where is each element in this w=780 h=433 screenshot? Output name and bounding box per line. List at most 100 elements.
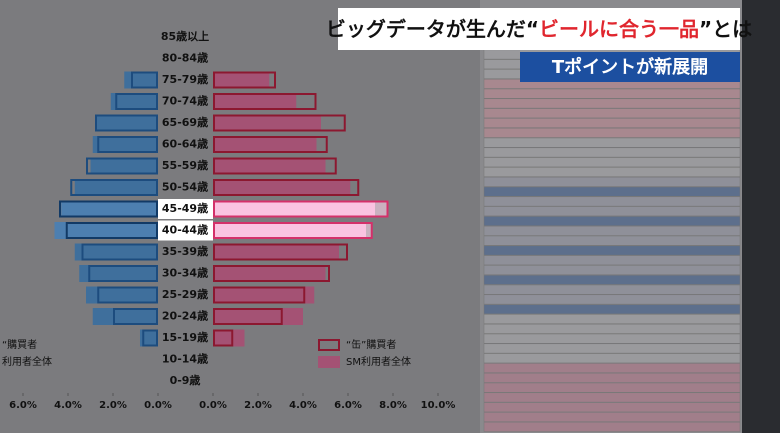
right-outline-bar [213,222,373,239]
table-row [483,402,741,413]
right-fill-bar [213,179,351,196]
x-tick-label: 4.0% [54,400,82,411]
table-row [483,333,741,344]
table-row [483,314,741,324]
table-row [483,196,741,207]
x-tick-label: 8.0% [379,400,407,411]
right-outline-bar [213,243,348,261]
table-row [483,323,741,334]
right-outline-bar [213,93,317,110]
table-row [483,382,741,393]
left-outline-bar [86,157,158,175]
category-label: 35-39歳 [162,244,208,258]
left-fill-bar [110,93,158,110]
category-label: 10-14歳 [162,352,208,366]
right-fill-bar [213,114,321,132]
left-outline-bar [65,222,158,239]
edge-strip [742,0,780,433]
left-fill-bar [90,157,158,175]
table-row [483,225,741,236]
left-fill-bar [54,222,158,239]
table-row [483,255,741,266]
legend-swatch [318,339,340,351]
x-tick-label: 2.0% [244,400,272,411]
left-fill-bar [86,286,158,304]
table-row [483,294,741,305]
right-fill-bar [213,157,326,175]
headline-emphasis: ビールに合う一品 [539,17,699,41]
subheadline: Tポイントが新展開 [552,56,708,78]
table-row [483,363,741,373]
table-row [483,157,741,168]
legend-label: “缶”購買者 [346,338,396,351]
category-label: 25-29歳 [162,287,208,301]
table-row [483,274,741,285]
legend-label: “購買者 [2,338,37,351]
legend-swatch [318,356,340,368]
category-label: 55-59歳 [162,158,208,172]
left-outline-bar [113,308,158,325]
category-label: 75-79歳 [162,72,208,86]
category-label: 15-19歳 [162,330,208,344]
legend-label: SM利用者全体 [346,355,411,368]
left-fill-bar [140,329,158,347]
left-fill-bar [74,243,158,261]
headline-box [338,8,740,50]
left-outline-bar [97,286,158,304]
table-row [483,265,741,275]
left-outline-bar [131,71,158,89]
right-fill-bar [213,329,245,347]
x-tick-label: 6.0% [9,400,37,411]
table-row [483,412,741,422]
left-outline-bar [95,114,158,132]
left-outline-bar [97,136,158,153]
left-fill-bar [79,265,158,282]
right-outline-bar [213,286,306,304]
category-label: 30-34歳 [162,266,208,280]
category-label: 70-74歳 [162,94,208,108]
category-label: 65-69歳 [162,115,208,129]
right-outline-bar [213,200,389,218]
table-row [483,176,741,187]
category-label: 20-24歳 [162,309,208,323]
table-row [483,372,741,383]
category-label: 0-9歳 [170,373,201,387]
x-tick-label: 4.0% [289,400,317,411]
x-tick-label: 6.0% [334,400,362,411]
table-row [483,216,741,226]
right-fill-bar [213,93,297,110]
right-outline-bar [213,136,328,153]
left-outline-bar [142,329,158,347]
right-outline-bar [213,265,330,282]
category-label: 80-84歳 [162,51,208,65]
chart: 85歳以上 80-84歳 75-79歳 70-74歳 65-69歳 60-64歳 55-59… [2,29,455,411]
table-row [483,147,741,158]
right-outline-bar [213,308,283,325]
right-fill-bar [213,286,315,304]
x-tick-label: 2.0% [99,400,127,411]
right-outline-bar [213,329,234,347]
table-row [483,284,741,295]
left-fill-bar [61,200,158,218]
highlight-label-box [158,220,213,241]
left-fill-bar [92,308,158,325]
left-fill-bar [92,136,158,153]
x-tick-label: 0.0% [199,400,227,411]
left-outline-bar [59,200,158,218]
table-row [483,421,741,432]
table-row [483,108,741,119]
category-label: 50-54歳 [162,180,208,194]
x-tick-label: 10.0% [421,400,456,411]
table-row [483,186,741,197]
table-row [483,353,741,364]
table-row [483,304,741,315]
right-fill-bar [213,265,326,282]
left-outline-bar [88,265,158,282]
right-outline-bar [213,157,337,175]
right-outline-bar [213,179,360,196]
table-row [483,343,741,354]
right-fill-bar [213,71,270,89]
table-row [483,235,741,246]
table-row [483,167,741,177]
